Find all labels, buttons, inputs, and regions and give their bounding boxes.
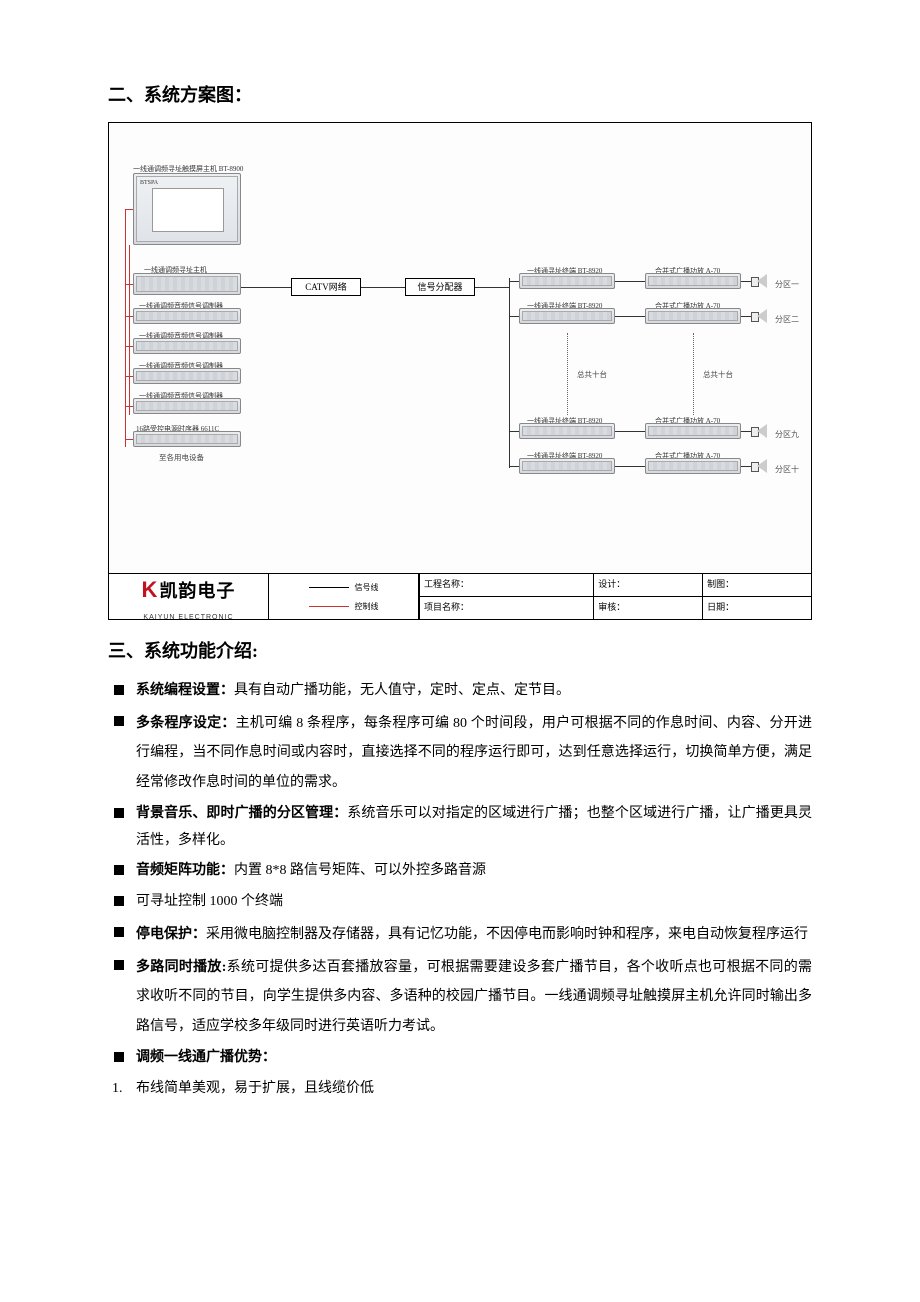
splitter-node: 信号分配器 — [405, 278, 475, 296]
legend-control-label: 控制线 — [355, 599, 379, 614]
bullet-5-bold: 停电保护： — [136, 927, 206, 942]
bullet-6-bold: 多路同时播放: — [136, 960, 226, 975]
logo-cell: K凯韵电子 KAIYUN ELECTRONIC — [109, 574, 269, 619]
tb-designer: 设计： — [593, 574, 702, 597]
logo-en: KAIYUN ELECTRONIC — [142, 611, 236, 624]
bullet-5: 停电保护：采用微电脑控制器及存储器，具有记忆功能，不因停电而影响时钟和程序，来电… — [112, 920, 812, 949]
pair-0-zone: 分区一 — [775, 277, 799, 292]
pair-3-rx — [519, 458, 615, 474]
bullet-1-bold: 多条程序设定： — [136, 716, 236, 731]
pair-1-zone: 分区二 — [775, 312, 799, 327]
legend-control-line — [309, 606, 349, 607]
pair-0-rx — [519, 273, 615, 289]
left-unit-4 — [133, 398, 241, 414]
legend-control: 控制线 — [309, 599, 379, 614]
bullet-0-text: 具有自动广播功能，无人值守，定时、定点、定节目。 — [234, 683, 570, 698]
bullet-2-bold: 背景音乐、即时广播的分区管理： — [136, 806, 347, 821]
titleblock-grid: 工程名称： 设计： 制图： 项目名称： 审核： 日期： — [419, 574, 811, 619]
titleblock: K凯韵电子 KAIYUN ELECTRONIC 信号线 控制线 工程名称： 设计… — [109, 573, 811, 619]
bullet-7: 调频一线通广播优势： — [112, 1045, 812, 1072]
pair-3-zone: 分区十 — [775, 462, 799, 477]
bullet-3-bold: 音频矩阵功能： — [136, 863, 234, 878]
pair-3-speaker-icon — [751, 459, 771, 473]
bullet-1-text: 主机可编 8 条程序，每条程序可编 80 个时间段，用户可根据不同的作息时间、内… — [136, 716, 812, 790]
bullet-4: 可寻址控制 1000 个终端 — [112, 889, 812, 916]
pair-2-zone: 分区九 — [775, 427, 799, 442]
left-footer-note: 至各用电设备 — [159, 451, 204, 465]
tb-reviewer: 审核： — [593, 597, 702, 620]
bullet-2: 背景音乐、即时广播的分区管理：系统音乐可以对指定的区域进行广播；也整个区域进行广… — [112, 801, 812, 854]
bullet-0: 系统编程设置：具有自动广播功能，无人值守，定时、定点、定节目。 — [112, 678, 812, 705]
catv-node: CATV网络 — [291, 278, 361, 296]
section-3-heading: 三、系统功能介绍: — [108, 634, 812, 668]
system-diagram: 一线通调频寻址触摸屏主机 BT-8900 BTSPA 一线通调频寻址主机 一线通… — [109, 123, 811, 573]
bullet-6: 多路同时播放:系统可提供多达百套播放容量，可根据需要建设多套广播节目，各个收听点… — [112, 953, 812, 1041]
bullet-0-bold: 系统编程设置： — [136, 683, 234, 698]
pair-3-amp — [645, 458, 741, 474]
bullet-8: 布线简单美观，易于扩展，且线缆价低 — [112, 1076, 812, 1103]
left-unit-1 — [133, 308, 241, 324]
left-unit-0 — [133, 273, 241, 295]
kaiyun-logo: K凯韵电子 KAIYUN ELECTRONIC — [142, 569, 236, 624]
section-2-heading: 二、系统方案图： — [108, 78, 812, 112]
pair-0-speaker-icon — [751, 274, 771, 288]
gap-dots-right — [693, 333, 694, 415]
left-unit-2 — [133, 338, 241, 354]
pair-1-amp — [645, 308, 741, 324]
gap-dots-left — [567, 333, 568, 415]
pair-1-rx — [519, 308, 615, 324]
bullet-7-bold: 调频一线通广播优势： — [136, 1050, 276, 1065]
pair-2-rx — [519, 423, 615, 439]
pair-0-amp — [645, 273, 741, 289]
bullet-3-text: 内置 8*8 路信号矩阵、可以外控多路音源 — [234, 863, 486, 878]
legend-signal-label: 信号线 — [355, 580, 379, 595]
bullet-3: 音频矩阵功能：内置 8*8 路信号矩阵、可以外控多路音源 — [112, 858, 812, 885]
logo-cn: 凯韵电子 — [159, 581, 235, 601]
left-unit-5 — [133, 431, 241, 447]
bullet-4-text: 可寻址控制 1000 个终端 — [136, 894, 283, 909]
left-unit-3 — [133, 368, 241, 384]
bullet-5-text: 采用微电脑控制器及存储器，具有记忆功能，不因停电而影响时钟和程序，来电自动恢复程… — [206, 927, 808, 942]
tb-drafter: 制图： — [702, 574, 811, 597]
gap-note-left: 总共十台 — [577, 368, 607, 382]
legend-signal: 信号线 — [309, 580, 379, 595]
legend-signal-line — [309, 587, 349, 588]
gap-note-right: 总共十台 — [703, 368, 733, 382]
bullet-1: 多条程序设定：主机可编 8 条程序，每条程序可编 80 个时间段，用户可根据不同… — [112, 709, 812, 797]
tb-project-name: 工程名称： — [419, 574, 593, 597]
main-host-unit: BTSPA — [133, 173, 241, 245]
feature-list: 系统编程设置：具有自动广播功能，无人值守，定时、定点、定节目。 多条程序设定：主… — [112, 678, 812, 1102]
logo-k: K — [142, 577, 158, 602]
diagram-frame: 一线通调频寻址触摸屏主机 BT-8900 BTSPA 一线通调频寻址主机 一线通… — [108, 122, 812, 620]
tb-item-name: 项目名称： — [419, 597, 593, 620]
tb-date: 日期： — [702, 597, 811, 620]
legend-cell: 信号线 控制线 — [269, 574, 419, 619]
bullet-8-text: 布线简单美观，易于扩展，且线缆价低 — [136, 1081, 374, 1096]
bullet-6-text: 系统可提供多达百套播放容量，可根据需要建设多套广播节目，各个收听点也可根据不同的… — [136, 960, 812, 1034]
pair-2-speaker-icon — [751, 424, 771, 438]
pair-2-amp — [645, 423, 741, 439]
pair-1-speaker-icon — [751, 309, 771, 323]
